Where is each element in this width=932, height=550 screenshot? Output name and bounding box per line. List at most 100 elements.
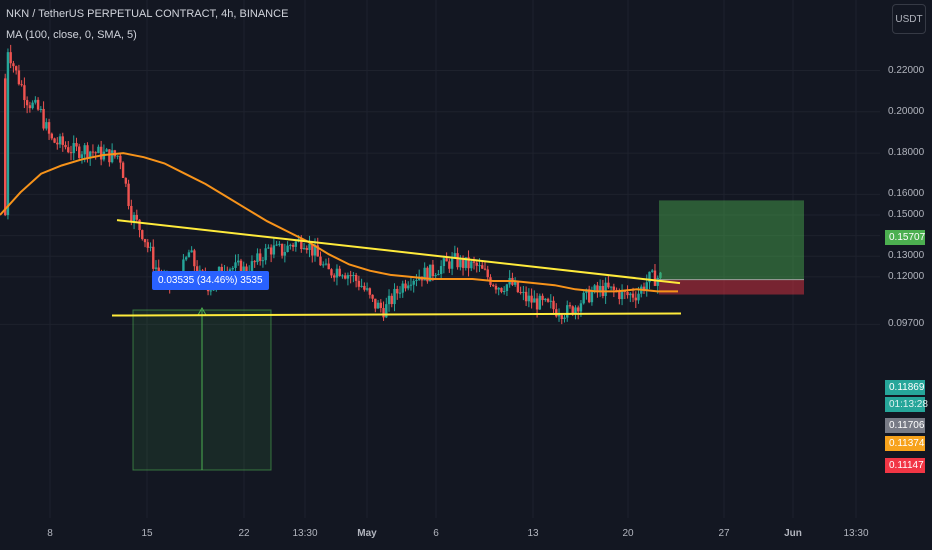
candle-body: [187, 252, 191, 258]
descending-trendline: [116, 219, 681, 285]
candle-body: [415, 280, 418, 282]
candle-body: [39, 108, 43, 110]
candle-body: [448, 261, 451, 269]
candle-body: [256, 253, 259, 263]
candle-body: [524, 291, 528, 302]
candle-body: [338, 268, 341, 277]
candle-body: [552, 300, 555, 310]
candle-body: [434, 275, 437, 277]
candle-body: [313, 245, 317, 256]
candle-body: [231, 267, 234, 270]
chart-grid: [0, 0, 880, 518]
candle-body: [598, 285, 602, 292]
candle-body: [464, 257, 467, 268]
candle-body: [34, 99, 37, 103]
candle-body: [642, 286, 646, 291]
candle-body: [269, 247, 273, 255]
candle-body: [620, 290, 624, 300]
candle-body: [91, 151, 95, 153]
candle-body: [157, 267, 160, 274]
candle-body: [305, 247, 308, 250]
candle-body: [343, 275, 347, 279]
candle-body: [278, 243, 281, 245]
candle-body: [566, 305, 569, 318]
candle-body: [245, 266, 248, 275]
candle-body: [437, 274, 440, 276]
candles: [4, 44, 662, 325]
candle-body: [461, 257, 465, 268]
candle-body: [516, 281, 520, 293]
candle-body: [190, 250, 193, 253]
candle-body: [513, 281, 517, 285]
candle-body: [450, 256, 454, 269]
candle-body: [530, 295, 533, 303]
candle-body: [28, 105, 32, 109]
candle-body: [612, 286, 616, 290]
symbol-title[interactable]: NKN / TetherUS PERPETUAL CONTRACT, 4h, B…: [6, 8, 289, 20]
candle-body: [442, 258, 446, 267]
candle-body: [45, 122, 48, 129]
candle-body: [494, 285, 498, 290]
support-trendline: [111, 312, 682, 317]
candle-body: [9, 52, 12, 64]
candle-body: [23, 85, 26, 101]
candle-body: [593, 285, 596, 292]
candle-body: [478, 265, 481, 267]
loss-zone: [659, 279, 804, 295]
candle-body: [253, 261, 256, 263]
price-tick: 0.18000: [888, 147, 925, 159]
time-tick: 22: [238, 528, 250, 539]
candle-body: [456, 253, 459, 268]
candle-body: [582, 292, 585, 304]
price-chart[interactable]: [0, 0, 880, 518]
candle-body: [557, 315, 561, 317]
price-tick: 0.09700: [888, 318, 925, 330]
currency-button[interactable]: USDT: [892, 4, 926, 34]
candle-body: [250, 261, 254, 273]
candle-body: [475, 262, 478, 266]
candle-body: [58, 136, 62, 145]
candle-body: [467, 257, 470, 269]
candle-body: [502, 291, 506, 293]
price-tick: 0.20000: [888, 105, 925, 117]
candle-body: [541, 295, 544, 301]
candle-body: [143, 239, 147, 243]
candle-body: [519, 292, 522, 294]
price-tag: 0.15707: [885, 230, 925, 245]
candle-body: [50, 133, 54, 139]
candle-body: [264, 248, 267, 261]
price-tick: 0.16000: [888, 188, 925, 200]
candle-body: [371, 294, 374, 299]
candle-body: [596, 285, 599, 292]
candle-body: [330, 269, 333, 276]
candle-body: [607, 282, 610, 288]
candle-body: [308, 243, 311, 250]
candle-body: [138, 219, 141, 231]
candle-body: [637, 293, 640, 301]
candle-body: [629, 293, 632, 296]
candle-body: [360, 285, 363, 287]
candle-body: [108, 149, 111, 163]
candle-body: [239, 260, 243, 277]
price-tag: 01:13:28: [885, 397, 928, 412]
candle-body: [335, 268, 339, 278]
candle-body: [302, 247, 306, 250]
candle-body: [560, 315, 563, 320]
candle-body: [412, 280, 415, 285]
indicator-legend[interactable]: MA (100, close, 0, SMA, 5): [6, 29, 137, 41]
candle-body: [656, 277, 659, 286]
candle-body: [618, 290, 621, 300]
candle-body: [300, 239, 303, 250]
candle-body: [97, 146, 100, 154]
candle-body: [75, 143, 78, 147]
price-tick: 0.12000: [888, 270, 925, 282]
candle-body: [42, 108, 45, 129]
moving-average-line: [0, 152, 678, 293]
candle-body: [527, 295, 531, 302]
candle-body: [47, 122, 51, 134]
candle-body: [648, 271, 651, 283]
candle-body: [209, 290, 213, 292]
candle-body: [217, 266, 221, 275]
candle-body: [78, 146, 81, 158]
candle-body: [283, 251, 287, 256]
